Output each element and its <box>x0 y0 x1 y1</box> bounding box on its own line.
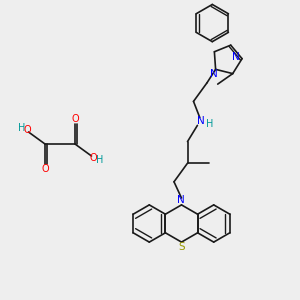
Text: O: O <box>89 153 97 164</box>
Text: O: O <box>41 164 49 174</box>
Text: N: N <box>177 195 185 206</box>
Text: H: H <box>206 119 213 129</box>
Text: N: N <box>232 52 239 62</box>
Text: H: H <box>96 154 103 165</box>
Text: N: N <box>197 116 205 126</box>
Text: S: S <box>178 242 185 252</box>
Text: N: N <box>210 69 218 79</box>
Text: O: O <box>71 114 79 124</box>
Text: O: O <box>24 124 32 135</box>
Text: H: H <box>18 123 25 134</box>
